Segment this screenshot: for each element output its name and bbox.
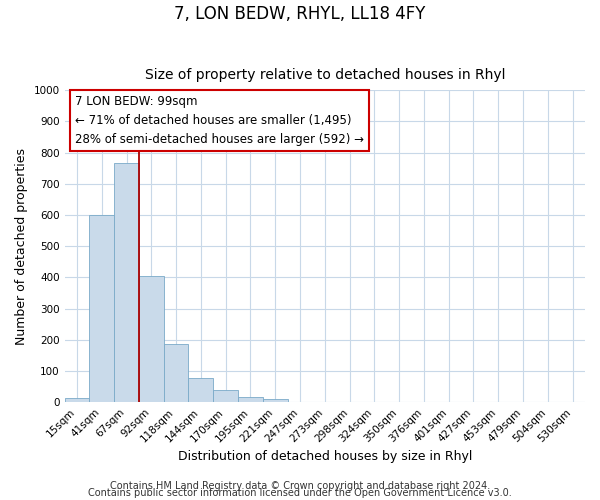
Text: 7, LON BEDW, RHYL, LL18 4FY: 7, LON BEDW, RHYL, LL18 4FY xyxy=(175,5,425,23)
Text: Contains HM Land Registry data © Crown copyright and database right 2024.: Contains HM Land Registry data © Crown c… xyxy=(110,481,490,491)
Bar xyxy=(89,215,114,402)
Bar xyxy=(263,399,287,402)
Bar xyxy=(213,390,238,402)
Bar xyxy=(188,378,213,402)
X-axis label: Distribution of detached houses by size in Rhyl: Distribution of detached houses by size … xyxy=(178,450,472,462)
Bar xyxy=(164,344,188,402)
Bar xyxy=(139,276,164,402)
Bar xyxy=(238,397,263,402)
Text: Contains public sector information licensed under the Open Government Licence v3: Contains public sector information licen… xyxy=(88,488,512,498)
Text: 7 LON BEDW: 99sqm
← 71% of detached houses are smaller (1,495)
28% of semi-detac: 7 LON BEDW: 99sqm ← 71% of detached hous… xyxy=(75,95,364,146)
Bar xyxy=(114,164,139,402)
Bar xyxy=(65,398,89,402)
Y-axis label: Number of detached properties: Number of detached properties xyxy=(15,148,28,344)
Title: Size of property relative to detached houses in Rhyl: Size of property relative to detached ho… xyxy=(145,68,505,82)
